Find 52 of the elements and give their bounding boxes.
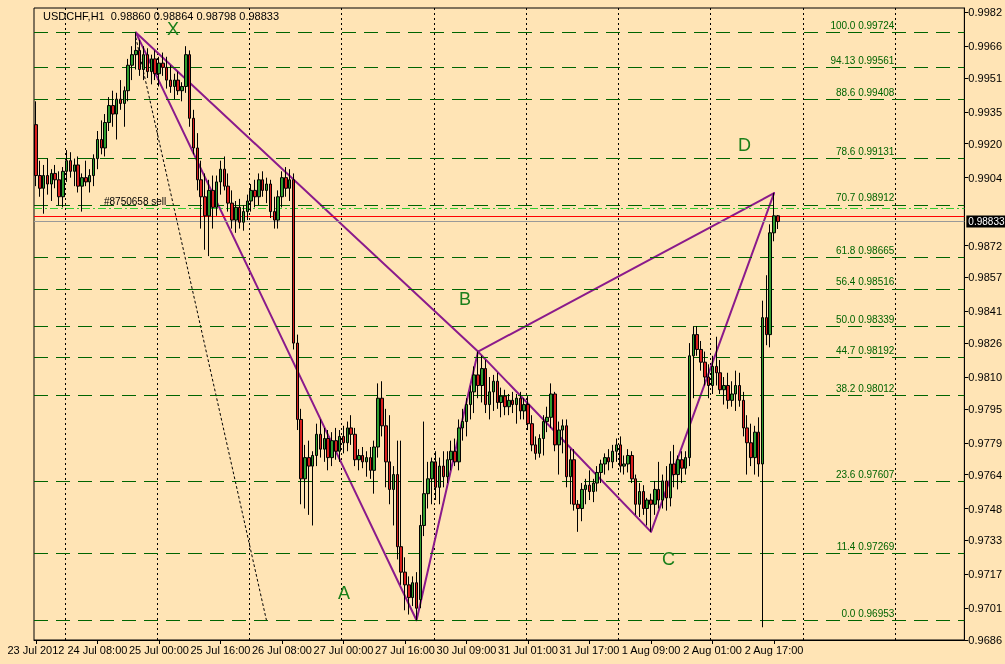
x-tick-label: 2 Aug 01:00 xyxy=(683,643,742,656)
y-tick-label: 0.9951 xyxy=(968,71,1003,84)
x-tick-label: 26 Jul 08:00 xyxy=(252,643,312,656)
ref-line-label: 44.7 0.98192 xyxy=(835,345,895,357)
ref-line-label: 50.0 0.98339 xyxy=(835,313,895,325)
ref-line-label: 11.4 0.97269 xyxy=(836,540,895,552)
chart-title: USDCHF,H1 0.98860 0.98864 0.98798 0.98833 xyxy=(43,9,280,22)
y-tick-label: 0.9982 xyxy=(968,6,1003,19)
annotation: A xyxy=(338,583,351,603)
ref-line-label: 0.0 0.96953 xyxy=(841,607,895,619)
ref-line-label: 88.6 0.99408 xyxy=(835,87,895,99)
ref-line-label: 61.8 0.98665 xyxy=(835,244,895,256)
ref-line-label: 78.6 0.99131 xyxy=(835,145,895,157)
y-tick-label: 0.9920 xyxy=(968,137,1003,150)
x-tick-label: 30 Jul 09:00 xyxy=(436,643,497,656)
ref-line-label: 0.98833 xyxy=(968,216,1005,228)
y-tick-label: 0.9779 xyxy=(968,436,1003,449)
ref-line-label: 70.7 0.98912 xyxy=(835,192,895,204)
ref-line-label: 94.13 0.99561 xyxy=(830,54,895,66)
annotation: C xyxy=(662,549,675,569)
ref-line-label: 100.0 0.99724 xyxy=(830,20,895,32)
y-tick-label: 0.9935 xyxy=(968,105,1003,118)
x-tick-label: 1 Aug 09:00 xyxy=(621,643,681,656)
y-tick-label: 0.9764 xyxy=(968,468,1003,481)
x-tick-label: 25 Jul 00:00 xyxy=(128,643,189,656)
y-tick-label: 0.9701 xyxy=(968,602,1003,615)
x-tick-label: 31 Jul 17:00 xyxy=(559,643,620,656)
x-tick-label: 25 Jul 16:00 xyxy=(190,643,251,656)
ref-line-label: 56.4 0.98516 xyxy=(835,276,895,288)
ref-line-label: #8750658 sell xyxy=(104,195,167,207)
y-tick-label: 0.9686 xyxy=(968,634,1003,646)
y-tick-label: 0.9841 xyxy=(968,305,1003,318)
y-tick-label: 0.9872 xyxy=(968,239,1003,252)
y-tick-label: 0.9857 xyxy=(968,271,1003,284)
y-tick-label: 0.9904 xyxy=(968,171,1003,184)
x-tick-label: 27 Jul 16:00 xyxy=(375,643,435,656)
y-tick-label: 0.9810 xyxy=(968,371,1003,384)
x-tick-label: 23 Jul 2012 xyxy=(7,643,65,656)
y-tick-label: 0.9826 xyxy=(968,337,1003,350)
ref-line-label: 23.6 0.97607 xyxy=(835,469,895,481)
x-tick-label: 2 Aug 17:00 xyxy=(744,643,804,656)
y-tick-label: 0.9733 xyxy=(968,534,1003,547)
y-tick-label: 0.9795 xyxy=(968,402,1003,415)
x-tick-label: 24 Jul 08:00 xyxy=(67,643,128,656)
x-tick-label: 31 Jul 01:00 xyxy=(498,643,558,656)
x-tick-label: 27 Jul 00:00 xyxy=(313,643,374,656)
annotation: B xyxy=(459,289,472,309)
ref-line-label: 38.2 0.98012 xyxy=(835,383,895,395)
y-tick-label: 0.9717 xyxy=(968,568,1003,581)
y-tick-label: 0.9748 xyxy=(968,502,1003,515)
y-tick-label: 0.9966 xyxy=(968,40,1003,53)
annotation: D xyxy=(738,135,751,155)
